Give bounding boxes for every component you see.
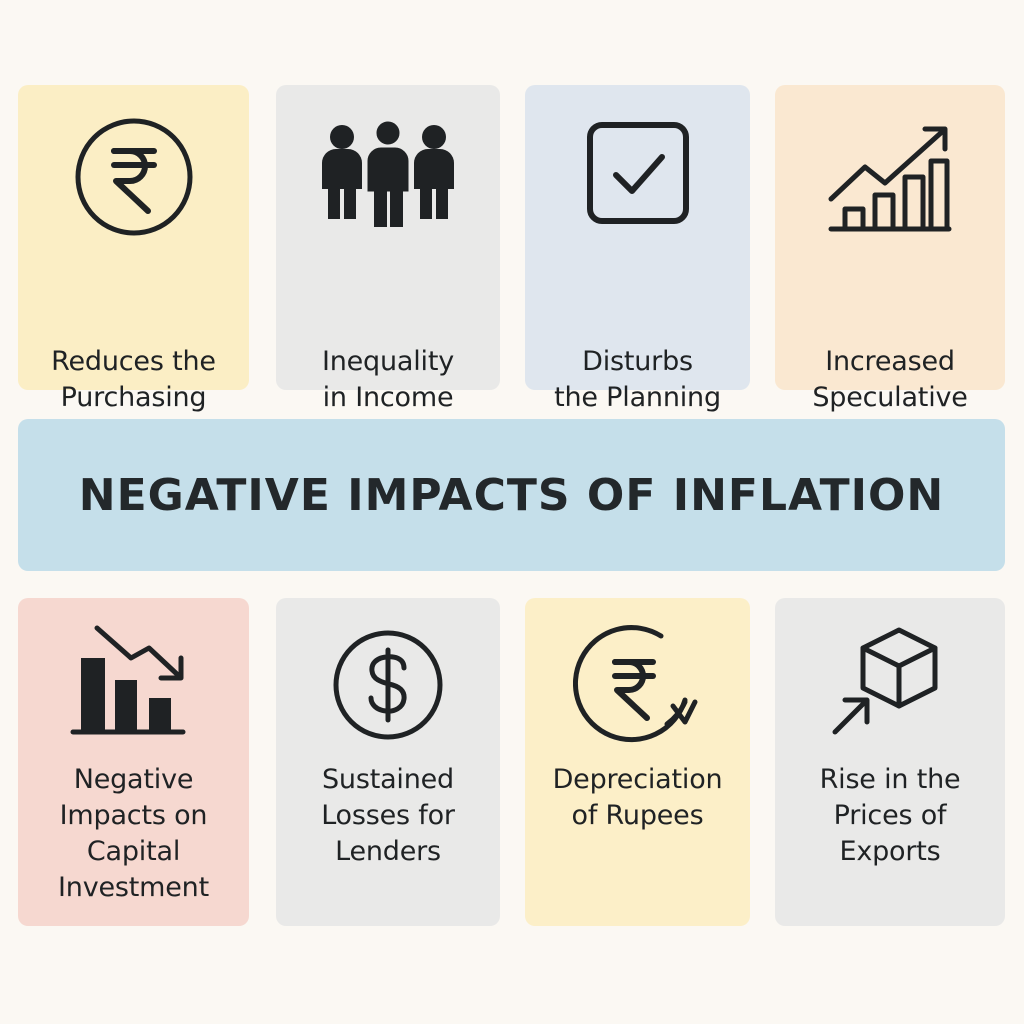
card-speculative-investment: Increased Speculative Investment — [775, 85, 1005, 449]
dollar-circle-icon — [276, 624, 500, 744]
card-reduces-purchasing-power: Reduces the Purchasing Power — [18, 85, 249, 449]
falling-bar-chart-icon — [18, 624, 249, 744]
card-label: Negative Impacts on Capital Investment — [58, 764, 209, 903]
card-label: Depreciation of Rupees — [552, 764, 723, 831]
card-depreciation-rupees: Depreciation of Rupees — [525, 598, 750, 926]
checkbox-icon — [525, 117, 750, 237]
page-title: NEGATIVE IMPACTS OF INFLATION — [78, 469, 945, 521]
card-prices-exports: Rise in the Prices of Exports — [775, 598, 1005, 926]
title-banner: NEGATIVE IMPACTS OF INFLATION — [18, 419, 1005, 571]
rupee-circle-icon — [18, 117, 249, 237]
card-disturbs-planning: Disturbs the Planning Process — [525, 85, 750, 449]
card-label: Rise in the Prices of Exports — [819, 764, 961, 867]
card-label: Sustained Losses for Lenders — [321, 764, 455, 867]
card-inequality-income: Inequality in Income Distribution — [276, 85, 500, 449]
rupee-cycle-icon — [525, 624, 750, 748]
box-export-icon — [775, 624, 1005, 748]
card-capital-investment: Negative Impacts on Capital Investment — [18, 598, 249, 926]
people-icon — [276, 117, 500, 237]
rising-bar-chart-icon — [775, 117, 1005, 237]
card-losses-lenders: Sustained Losses for Lenders — [276, 598, 500, 926]
